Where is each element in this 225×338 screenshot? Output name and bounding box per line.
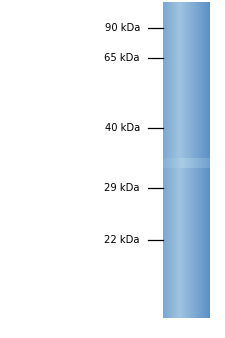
Text: 29 kDa: 29 kDa	[104, 183, 140, 193]
Text: 40 kDa: 40 kDa	[105, 123, 140, 133]
Text: 22 kDa: 22 kDa	[104, 235, 140, 245]
Text: 65 kDa: 65 kDa	[104, 53, 140, 63]
Text: 90 kDa: 90 kDa	[105, 23, 140, 33]
